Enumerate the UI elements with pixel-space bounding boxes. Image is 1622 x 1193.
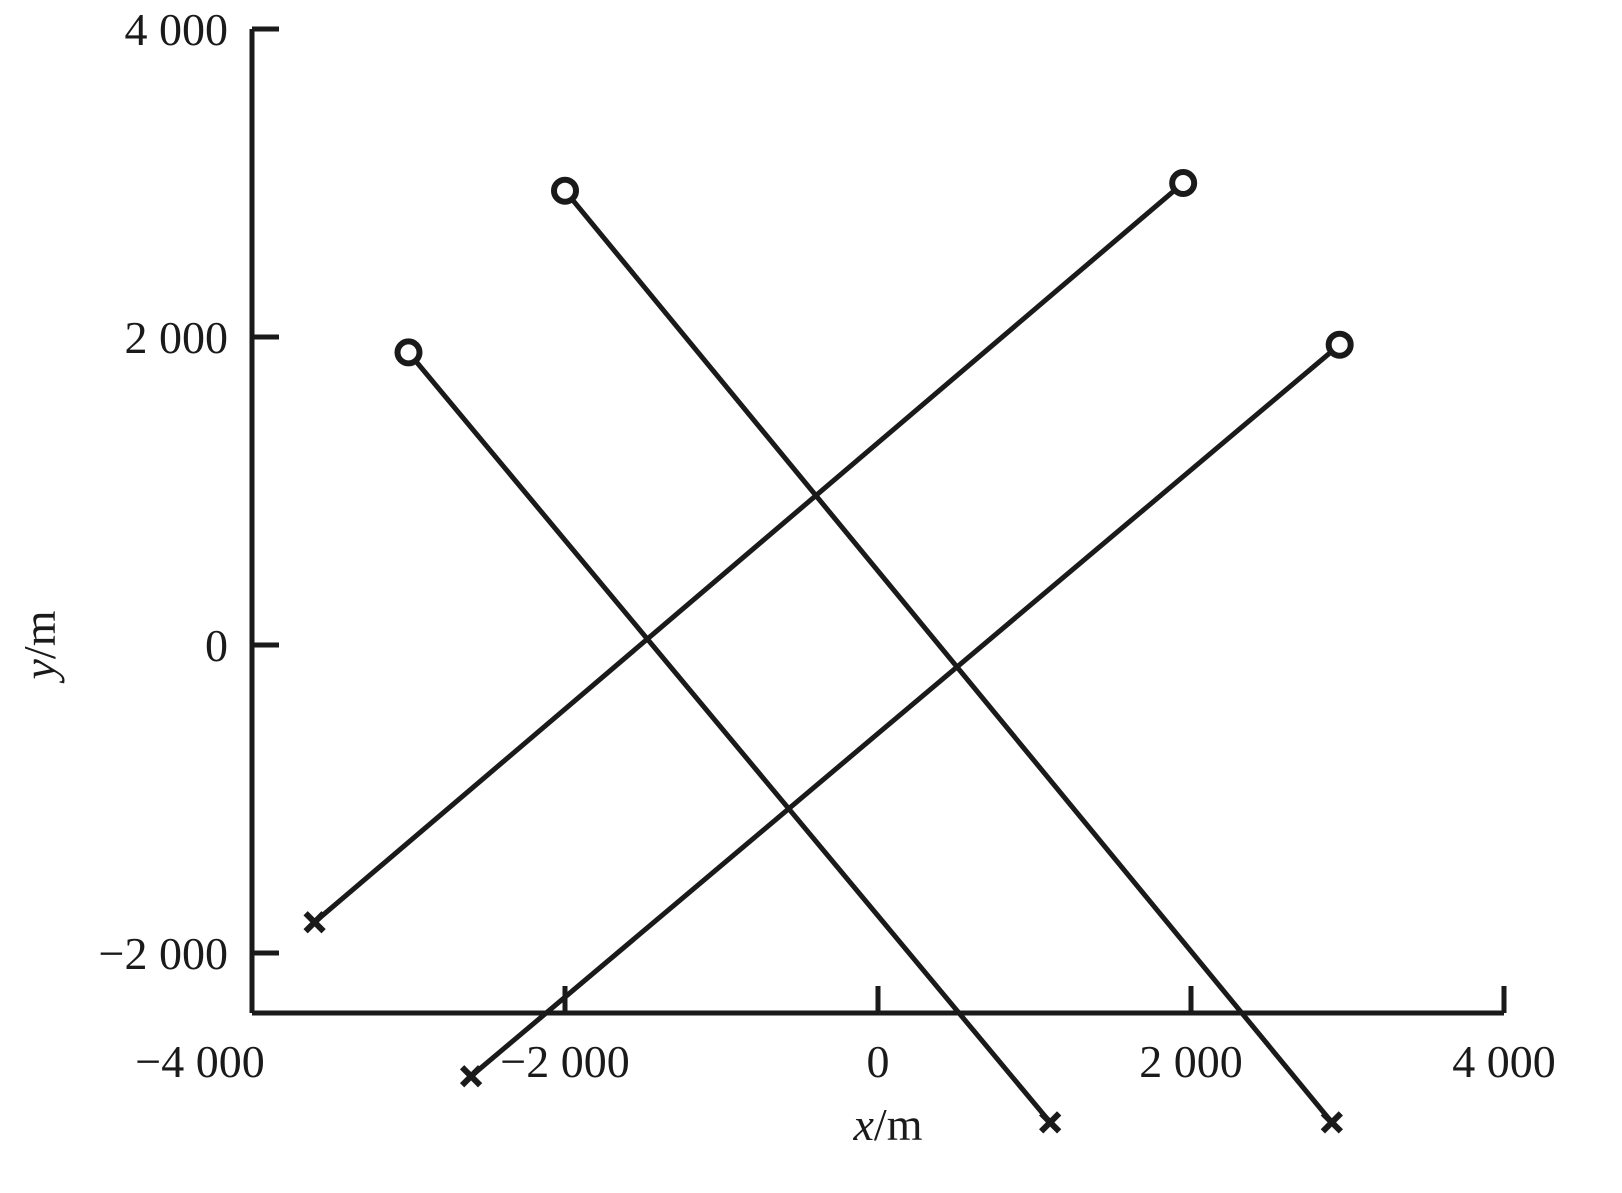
- track-2: [394, 338, 1062, 1134]
- track-line: [563, 189, 1334, 1124]
- y-axis-label-unit: /m: [14, 610, 65, 659]
- x-tick-label: 4 000: [1452, 1036, 1556, 1087]
- track-3: [303, 169, 1198, 934]
- track-end-point: [1039, 1111, 1062, 1134]
- track-start-point: [1325, 330, 1354, 359]
- track-end-point: [1320, 1111, 1343, 1134]
- x-tick-label: −2 000: [500, 1036, 629, 1087]
- axes: [249, 29, 1504, 1016]
- y-tick-label: 4 000: [125, 4, 229, 55]
- x-tick-label: −4 000: [135, 1036, 264, 1087]
- track-1: [551, 176, 1343, 1134]
- x-tick-label: 2 000: [1139, 1036, 1243, 1087]
- y-axis-ticks: −2 000 0 2 000 4 000: [99, 4, 279, 979]
- y-axis-label: y/m: [14, 610, 65, 683]
- x-axis-ticks: −4 000 −2 000 0 2 000 4 000: [135, 986, 1556, 1087]
- x-axis-label: x/m: [853, 1099, 923, 1150]
- x-axis-label-var: x: [853, 1099, 875, 1150]
- y-tick-label: −2 000: [99, 928, 228, 979]
- y-axis-label-var: y: [14, 658, 65, 683]
- track-line: [312, 181, 1185, 925]
- track-start-point: [551, 176, 579, 205]
- track-end-point: [303, 911, 326, 934]
- track-line: [406, 350, 1053, 1125]
- x-tick-label: 0: [867, 1036, 890, 1087]
- tracks: [303, 169, 1354, 1134]
- track-start-point: [394, 338, 423, 367]
- y-tick-label: 0: [205, 620, 228, 671]
- track-start-point: [1169, 169, 1198, 197]
- track-end-point: [459, 1065, 483, 1088]
- x-axis-label-unit: /m: [874, 1099, 923, 1150]
- track-line: [469, 342, 1342, 1079]
- track-4: [459, 330, 1354, 1088]
- y-tick-label: 2 000: [125, 312, 229, 363]
